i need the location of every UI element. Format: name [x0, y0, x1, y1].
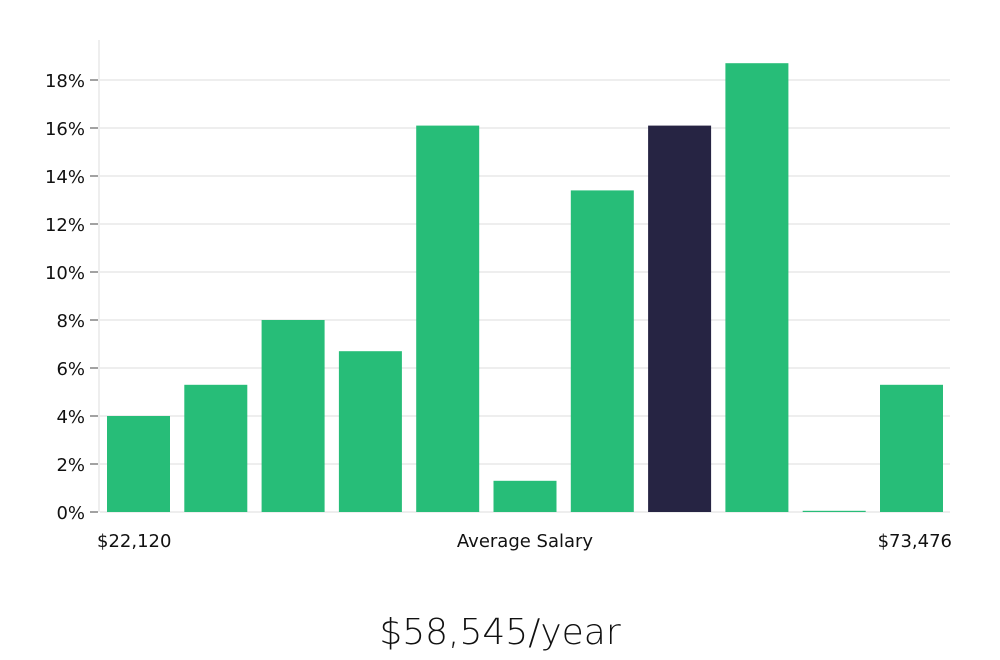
- bar: [184, 384, 248, 512]
- average-salary-value: $58,545/year: [379, 612, 621, 653]
- y-tick-label: 0%: [56, 503, 85, 524]
- bar: [261, 320, 325, 512]
- y-tick-label: 18%: [45, 71, 85, 92]
- bar-highlighted: [648, 125, 712, 512]
- bar: [338, 351, 402, 512]
- bars: [107, 63, 943, 512]
- x-max-label: $73,476: [878, 531, 952, 552]
- y-tick-label: 4%: [56, 407, 85, 428]
- bar: [416, 125, 480, 512]
- x-min-label: $22,120: [97, 531, 171, 552]
- y-tick-label: 10%: [45, 263, 85, 284]
- y-axis-ticks: 0% 2% 4% 6% 8% 10% 12% 14% 16% 18%: [45, 71, 98, 524]
- y-tick-label: 14%: [45, 167, 85, 188]
- y-tick-label: 8%: [56, 311, 85, 332]
- bar: [107, 416, 170, 512]
- bar: [725, 63, 789, 512]
- y-tick-label: 2%: [56, 455, 85, 476]
- bar: [570, 190, 634, 512]
- y-tick-label: 6%: [56, 359, 85, 380]
- x-axis-title: Average Salary: [457, 531, 594, 552]
- bar: [493, 480, 557, 512]
- bar: [802, 510, 866, 512]
- y-tick-label: 16%: [45, 119, 85, 140]
- y-tick-label: 12%: [45, 215, 85, 236]
- salary-histogram: 0% 2% 4% 6% 8% 10% 12% 14% 16% 18% $22,120 Averag…: [45, 40, 952, 552]
- bar: [880, 384, 943, 512]
